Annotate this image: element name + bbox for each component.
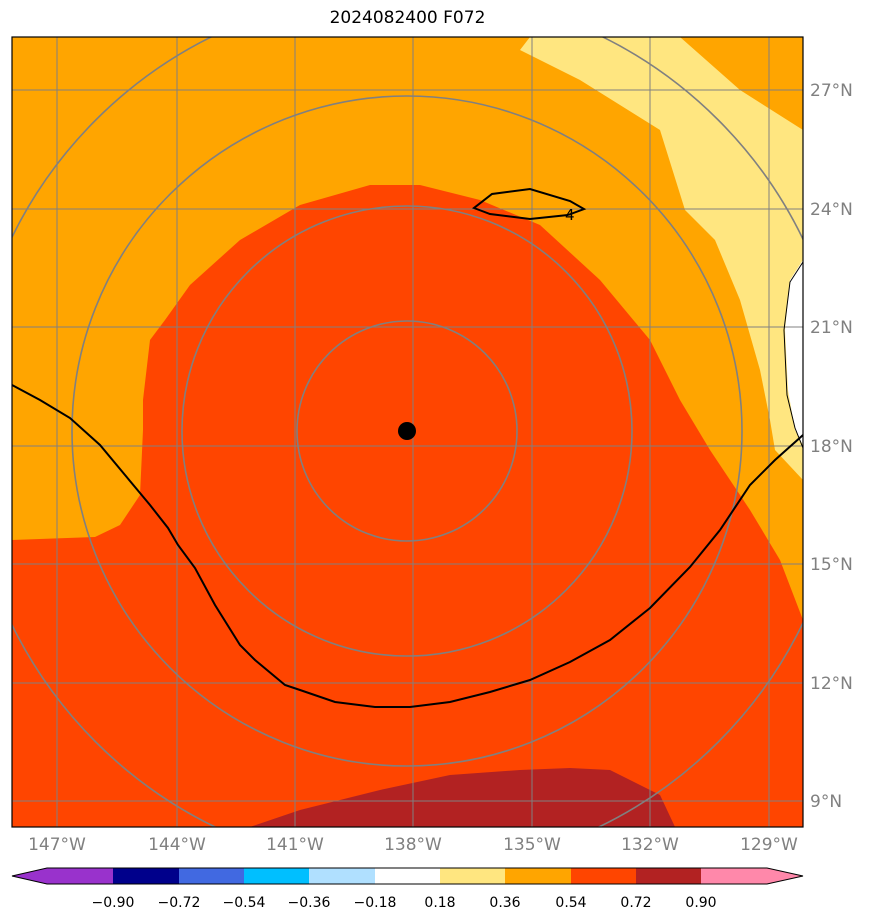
lon-label: 144°W bbox=[148, 835, 206, 855]
colorbar-swatch bbox=[636, 868, 701, 884]
colorbar-swatch bbox=[440, 868, 505, 884]
contour-line-large bbox=[12, 384, 803, 708]
colorbar-swatch bbox=[179, 868, 244, 884]
colorbar-outline bbox=[11, 867, 804, 885]
lat-label: 18°N bbox=[810, 437, 853, 457]
field-white bbox=[785, 260, 803, 445]
lon-label: 129°W bbox=[740, 835, 798, 855]
lat-label: 15°N bbox=[810, 555, 853, 575]
lon-label: 132°W bbox=[621, 835, 679, 855]
lat-label: 27°N bbox=[810, 81, 853, 101]
colorbar-swatch bbox=[505, 868, 571, 884]
colorbar-swatch bbox=[113, 868, 179, 884]
lon-label: 147°W bbox=[28, 835, 86, 855]
colorbar-extend-high bbox=[767, 868, 803, 884]
lon-label: 138°W bbox=[384, 835, 442, 855]
storm-center-marker bbox=[398, 422, 416, 440]
map-frame bbox=[11, 36, 804, 828]
colorbar-tick-label: −0.72 bbox=[158, 895, 201, 911]
colorbar-tick-label: 0.72 bbox=[620, 895, 651, 911]
map-area: 4 bbox=[12, 37, 803, 827]
colorbar-swatch bbox=[701, 868, 767, 884]
field-red-orange bbox=[12, 185, 803, 827]
colorbar-swatch bbox=[309, 868, 375, 884]
coastline bbox=[783, 261, 803, 449]
lon-labels: 147°W 144°W 141°W 138°W 135°W 132°W 129°… bbox=[28, 835, 798, 855]
lat-label: 21°N bbox=[810, 318, 853, 338]
colorbar-tick-label: −0.90 bbox=[92, 895, 135, 911]
colorbar-tick-label: 0.54 bbox=[555, 895, 586, 911]
map-title: 2024082400 F072 bbox=[329, 8, 486, 28]
colorbar: −0.90 −0.72 −0.54 −0.36 −0.18 0.18 0.36 … bbox=[11, 867, 804, 911]
lat-label: 9°N bbox=[810, 792, 842, 812]
colorbar-swatch bbox=[244, 868, 309, 884]
range-rings bbox=[12, 37, 803, 827]
contour-line-small bbox=[471, 187, 587, 221]
contour-label: 4 bbox=[565, 206, 575, 224]
colorbar-swatch bbox=[571, 868, 636, 884]
colorbar-extend-low bbox=[12, 868, 47, 884]
field-dark-red bbox=[250, 768, 675, 827]
lon-label: 141°W bbox=[266, 835, 324, 855]
range-ring bbox=[296, 320, 518, 542]
colorbar-tick-label: 0.90 bbox=[685, 895, 716, 911]
lat-labels: 27°N 24°N 21°N 18°N 15°N 12°N 9°N bbox=[810, 81, 853, 812]
colorbar-tick-label: −0.54 bbox=[223, 895, 266, 911]
colorbar-swatch bbox=[47, 868, 113, 884]
colorbar-tick-label: −0.18 bbox=[354, 895, 397, 911]
graticule bbox=[12, 37, 803, 827]
range-ring bbox=[181, 205, 633, 657]
range-ring bbox=[71, 95, 743, 767]
lat-label: 12°N bbox=[810, 674, 853, 694]
colorbar-tick-label: −0.36 bbox=[288, 895, 331, 911]
colorbar-tick-label: 0.18 bbox=[424, 895, 455, 911]
colorbar-swatch bbox=[375, 868, 440, 884]
lon-label: 135°W bbox=[503, 835, 561, 855]
field-light-yellow bbox=[520, 37, 803, 480]
lat-label: 24°N bbox=[810, 200, 853, 220]
colorbar-tick-label: 0.36 bbox=[489, 895, 520, 911]
